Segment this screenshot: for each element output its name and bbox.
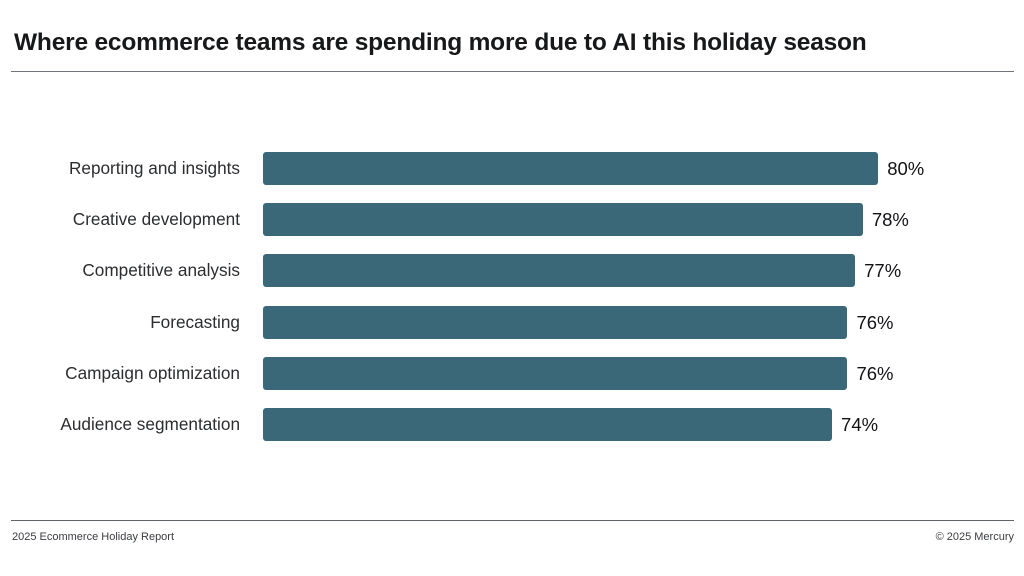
footer-copyright: © 2025 Mercury — [935, 531, 1014, 543]
bar — [263, 203, 863, 237]
bar — [263, 254, 856, 288]
footer-report-label: 2025 Ecommerce Holiday Report — [12, 531, 175, 543]
bar-value-label: 80% — [887, 158, 925, 179]
bar-row: Competitive analysis 77% — [0, 254, 1024, 288]
bar — [263, 408, 833, 441]
bar-category-label: Competitive analysis — [82, 260, 240, 281]
bar-row: Campaign optimization 76% — [0, 356, 1024, 390]
bar-category-label: Audience segmentation — [60, 414, 240, 434]
bar-value-label: 74% — [841, 414, 879, 435]
bar-value-label: 76% — [856, 362, 894, 384]
bar — [263, 356, 848, 390]
bar-row: Audience segmentation 74% — [0, 408, 1024, 441]
bar-row: Reporting and insights 80% — [0, 152, 1024, 185]
bar — [263, 152, 879, 185]
bar-category-label: Campaign optimization — [65, 362, 240, 383]
bar-track — [263, 356, 848, 390]
bar — [263, 305, 848, 339]
bar-track — [263, 254, 856, 288]
bar-value-label: 78% — [871, 209, 909, 231]
page-title: Where ecommerce teams are spending more … — [14, 29, 867, 56]
bar-track — [263, 408, 833, 441]
bar-track — [263, 152, 879, 185]
bar-value-label: 77% — [864, 260, 902, 282]
title-divider — [11, 71, 1014, 72]
bar-row: Creative development 78% — [0, 203, 1024, 237]
bar-row: Forecasting 76% — [0, 305, 1024, 339]
footer-divider — [11, 520, 1014, 521]
bar-category-label: Forecasting — [150, 311, 240, 332]
bar-value-label: 76% — [856, 311, 894, 333]
bar-track — [263, 305, 848, 339]
bar-category-label: Reporting and insights — [68, 158, 240, 178]
bar-chart: Reporting and insights 80% Creative develo… — [0, 140, 1024, 460]
bar-track — [263, 203, 863, 237]
bar-category-label: Creative development — [72, 209, 240, 230]
